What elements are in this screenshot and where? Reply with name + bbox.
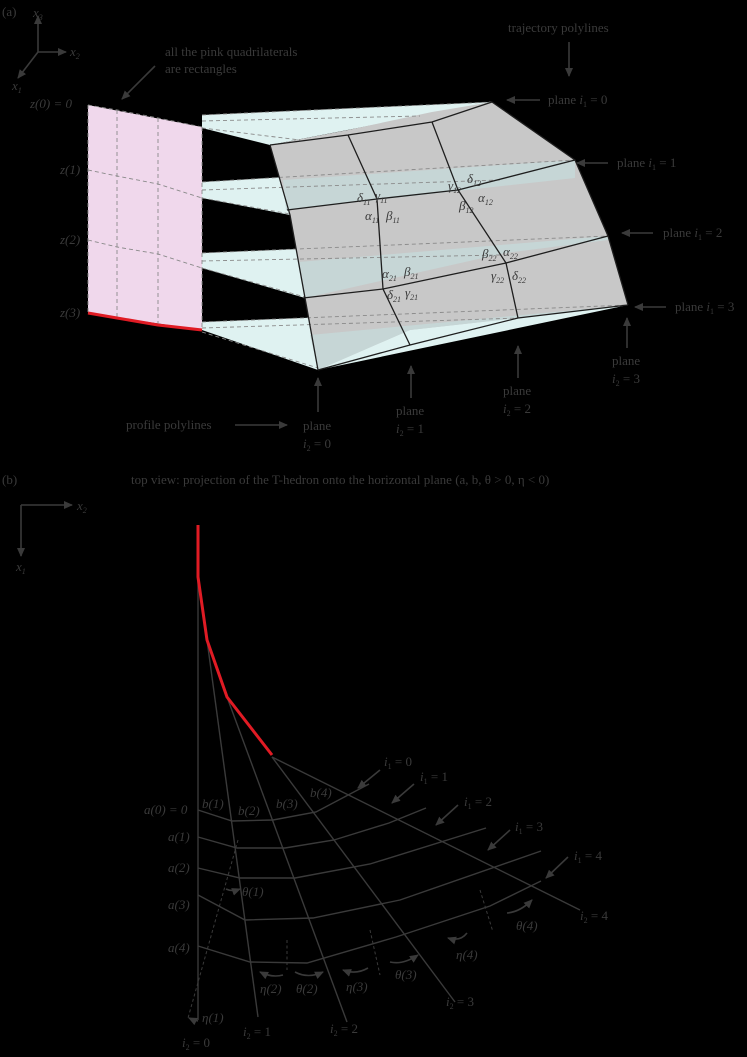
svg-text:i2 = 2: i2 = 2 [503,401,531,418]
red-profile-top [196,525,274,756]
svg-text:x1: x1 [15,559,26,576]
annotation-pink-line2: are rectangles [165,61,237,76]
svg-text:plane i1 = 0: plane i1 = 0 [548,92,607,109]
i2-lines [197,577,581,1023]
z1-label: z(1) [59,162,80,177]
axis-triad-3d: x3 x2 x1 [11,5,80,95]
angle-labels-21: α21 β21 δ21 γ21 [382,264,418,304]
annotation-pink-arrow [121,65,156,100]
angle-labels-12: γ12 δ12 β12 α12 [448,171,493,215]
panel-b-title: top view: projection of the T-hedron ont… [131,472,549,487]
svg-text:plane i1 = 2: plane i1 = 2 [663,225,722,242]
svg-text:x2: x2 [76,498,87,515]
trajectory-dashed-lines [201,101,629,369]
panel-b-label: (b) [2,472,17,487]
svg-text:i2 = 3: i2 = 3 [612,371,640,388]
tsurface-edges [269,101,629,371]
svg-text:α21: α21 [382,266,397,283]
svg-text:plane i1 = 1: plane i1 = 1 [617,155,676,172]
svg-text:γ12: γ12 [448,178,461,195]
i1-curves [197,783,542,964]
svg-text:i1 = 4: i1 = 4 [574,848,602,865]
annotation-profile: profile polylines [126,417,212,432]
svg-text:i2 = 1: i2 = 1 [243,1024,271,1041]
svg-text:i2 = 0: i2 = 0 [303,436,331,453]
b4-label: b(4) [310,785,332,800]
svg-text:i2 = 1: i2 = 1 [396,421,424,438]
red-profile-polyline [87,311,203,332]
dashed-construction [187,839,494,1019]
theta1-label: θ(1) [242,884,264,899]
svg-text:i1 = 1: i1 = 1 [420,769,448,786]
svg-text:i2 = 0: i2 = 0 [182,1035,210,1052]
svg-text:α22: α22 [503,244,518,261]
svg-text:plane: plane [396,403,424,418]
svg-text:γ22: γ22 [491,268,504,285]
svg-text:x3: x3 [32,5,43,22]
axis-pair-2d: x2 x1 [15,498,87,576]
pink-profile-face [87,104,203,330]
angle-labels-11: δ11 γ11 α11 β11 [357,188,400,225]
a2-label: a(2) [168,860,190,875]
svg-text:plane: plane [612,353,640,368]
eta2-label: η(2) [260,981,282,996]
svg-text:δ21: δ21 [387,287,401,304]
svg-text:x1: x1 [11,78,22,95]
panel-a: (a) x3 x2 x1 all the pink quadrilaterals… [2,4,734,453]
svg-text:α12: α12 [478,190,493,207]
svg-text:x2: x2 [69,44,80,61]
annotation-pink-line1: all the pink quadrilaterals [165,44,297,59]
svg-text:β21: β21 [403,264,418,281]
plane-i1-labels: plane i1 = 0 plane i1 = 1 plane i1 = 2 p… [506,92,734,316]
i1-labels-b: i1 = 0 i1 = 1 i1 = 2 i1 = 3 i1 = 4 [357,754,602,879]
svg-text:i1 = 0: i1 = 0 [384,754,412,771]
svg-text:γ21: γ21 [405,285,418,302]
theta4-label: θ(4) [516,918,538,933]
annotation-trajectory: trajectory polylines [508,20,609,35]
a1-label: a(1) [168,829,190,844]
svg-text:β11: β11 [385,208,400,225]
svg-text:α11: α11 [365,208,379,225]
svg-text:plane: plane [503,383,531,398]
svg-text:i1 = 2: i1 = 2 [464,794,492,811]
svg-text:plane i1 = 3: plane i1 = 3 [675,299,734,316]
svg-text:i2 = 2: i2 = 2 [330,1021,358,1038]
theta-eta-annotations: θ(1) η(1) η(2) θ(2) η(3) θ(3) η(4) θ(4) [188,884,538,1026]
svg-text:i2 = 4: i2 = 4 [580,908,608,925]
b2-label: b(2) [238,803,260,818]
panel-a-label: (a) [2,4,16,19]
x1-axis-arrow [17,51,39,79]
eta3-label: η(3) [346,979,368,994]
svg-text:δ12: δ12 [467,171,481,188]
b1-label: b(1) [202,796,224,811]
svg-text:β12: β12 [458,198,473,215]
a0-label: a(0) = 0 [144,802,188,817]
b3-label: b(3) [276,796,298,811]
svg-text:δ11: δ11 [357,190,370,207]
z3-label: z(3) [59,305,80,320]
svg-text:γ11: γ11 [375,188,388,205]
eta4-label: η(4) [456,947,478,962]
svg-text:i2 = 3: i2 = 3 [446,994,474,1011]
a3-label: a(3) [168,897,190,912]
z0-label: z(0) = 0 [29,96,72,111]
angle-labels-22: β22 α22 γ22 δ22 [481,244,526,285]
theta3-label: θ(3) [395,967,417,982]
plane-i2-labels: plane i2 = 0 plane i2 = 1 plane i2 = 2 p… [303,317,640,453]
theta2-label: θ(2) [296,981,318,996]
eta1-label: η(1) [202,1010,224,1025]
svg-text:i1 = 3: i1 = 3 [515,819,543,836]
i2-labels-b: i2 = 0 i2 = 1 i2 = 2 i2 = 3 i2 = 4 [182,908,608,1052]
svg-text:δ22: δ22 [512,268,526,285]
z2-label: z(2) [59,232,80,247]
svg-text:β22: β22 [481,246,496,263]
a4-label: a(4) [168,940,190,955]
svg-text:plane: plane [303,418,331,433]
panel-b: (b) top view: projection of the T-hedron… [2,472,608,1052]
